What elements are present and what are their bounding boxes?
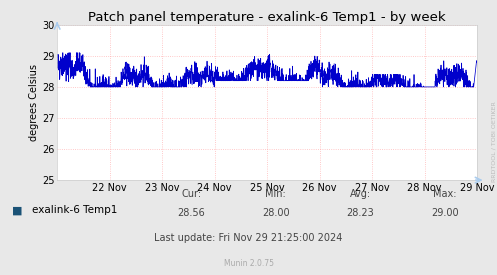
Text: 28.23: 28.23 — [346, 208, 374, 218]
Text: Cur:: Cur: — [181, 189, 201, 199]
Text: exalink-6 Temp1: exalink-6 Temp1 — [32, 205, 118, 215]
Text: RRDTOOL / TOBI OETIKER: RRDTOOL / TOBI OETIKER — [491, 102, 496, 183]
Text: Last update: Fri Nov 29 21:25:00 2024: Last update: Fri Nov 29 21:25:00 2024 — [154, 233, 343, 243]
Text: 29.00: 29.00 — [431, 208, 459, 218]
Text: 28.00: 28.00 — [262, 208, 290, 218]
Y-axis label: degrees Celsius: degrees Celsius — [29, 64, 39, 141]
Text: Min:: Min: — [265, 189, 286, 199]
Title: Patch panel temperature - exalink-6 Temp1 - by week: Patch panel temperature - exalink-6 Temp… — [88, 10, 446, 24]
Text: ■: ■ — [12, 205, 23, 215]
Text: Avg:: Avg: — [350, 189, 371, 199]
Text: Max:: Max: — [433, 189, 457, 199]
Text: 28.56: 28.56 — [177, 208, 205, 218]
Text: Munin 2.0.75: Munin 2.0.75 — [224, 260, 273, 268]
